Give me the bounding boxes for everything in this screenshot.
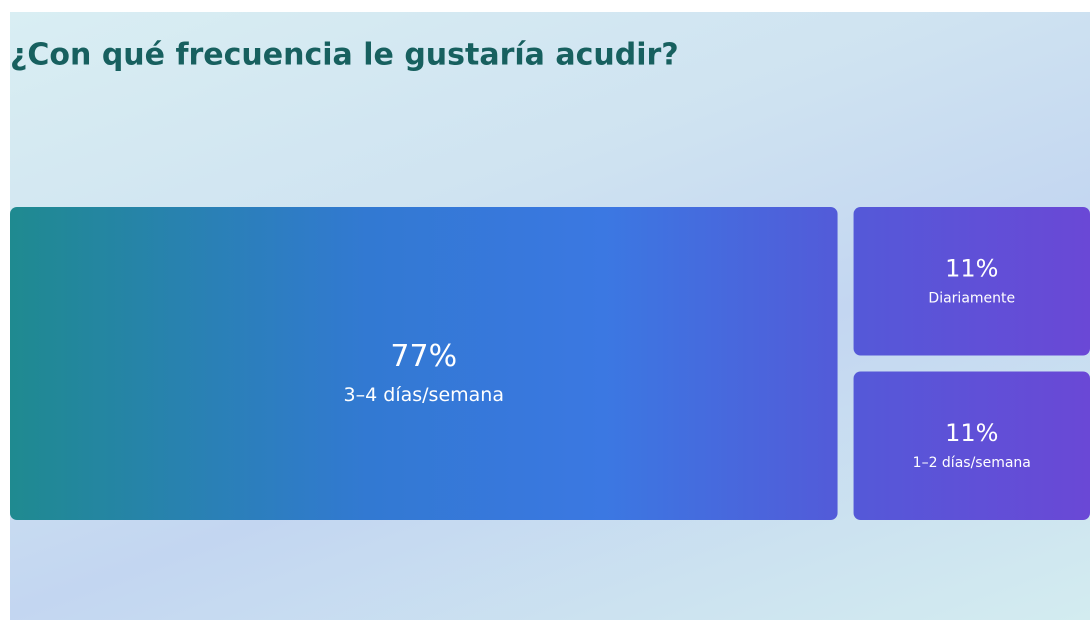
treemap-cell (853, 371, 1090, 520)
treemap-cell (853, 207, 1090, 356)
chart-title: ¿Con qué frecuencia le gustaría acudir? (10, 38, 679, 73)
value-label: 11% (945, 254, 998, 282)
category-label: 1–2 días/semana (913, 455, 1031, 471)
treemap-cell (10, 207, 838, 520)
category-label: 3–4 días/semana (344, 384, 504, 406)
value-label: 11% (945, 419, 998, 447)
category-label: Diariamente (928, 290, 1015, 306)
value-label: 77% (390, 339, 457, 374)
